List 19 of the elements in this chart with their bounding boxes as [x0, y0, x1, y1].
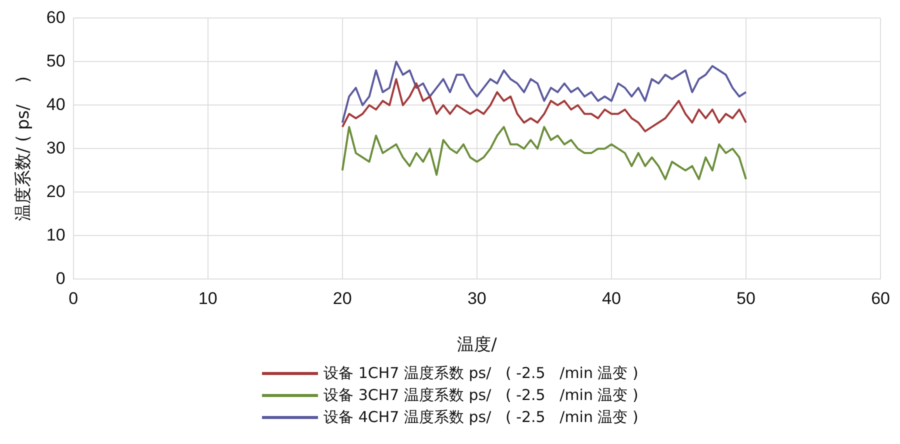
x-tick-label: 30 — [467, 289, 486, 308]
x-tick-label: 40 — [602, 289, 621, 308]
x-tick-label: 20 — [332, 289, 352, 308]
x-tick-label: 50 — [736, 289, 756, 308]
y-axis-title: 温度系数/ ( ps/ ) — [14, 76, 34, 222]
y-tick-label: 20 — [46, 182, 66, 201]
x-axis-title: 温度/ — [457, 335, 498, 356]
legend-label: 设备 4CH7 温度系数 ps/ ( -2.5 /min 温变 ) — [324, 408, 638, 426]
y-tick-label: 50 — [46, 51, 66, 70]
x-tick-label: 60 — [871, 289, 890, 308]
y-tick-label: 40 — [46, 94, 66, 114]
x-tick-label: 0 — [68, 289, 78, 308]
y-tick-label: 10 — [46, 225, 66, 244]
x-tick-label: 10 — [198, 289, 218, 308]
y-tick-label: 0 — [56, 268, 66, 288]
y-tick-label: 30 — [46, 138, 66, 158]
y-tick-label: 60 — [46, 8, 66, 27]
legend-label: 设备 3CH7 温度系数 ps/ ( -2.5 /min 温变 ) — [324, 386, 638, 404]
legend-label: 设备 1CH7 温度系数 ps/ ( -2.5 /min 温变 ) — [324, 364, 638, 382]
